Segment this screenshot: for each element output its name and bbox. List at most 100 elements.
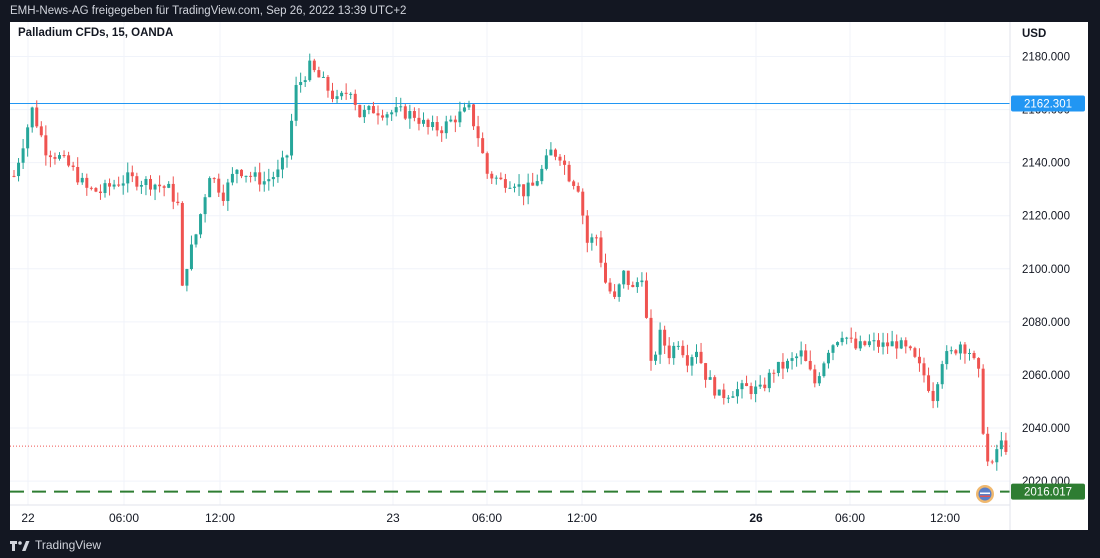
candle (481, 132, 485, 154)
candle (294, 76, 298, 127)
candle (776, 361, 780, 377)
tradingview-logo-icon[interactable] (10, 540, 30, 552)
candle (872, 332, 876, 351)
candle (21, 139, 25, 169)
price-axis[interactable]: 2020.0002040.0002060.0002080.0002100.000… (1011, 52, 1085, 500)
candlestick-chart[interactable]: 2020.0002040.0002060.0002080.0002100.000… (10, 22, 1088, 530)
candle (622, 269, 626, 289)
candles (12, 53, 1008, 471)
candle (563, 154, 567, 175)
candle (790, 352, 794, 370)
candle (722, 383, 726, 405)
candle (376, 105, 380, 125)
candle (358, 104, 362, 118)
candle (836, 341, 840, 347)
candle (422, 112, 425, 127)
price-level-badge[interactable]: 2162.301 (1011, 95, 1085, 112)
candle (412, 107, 416, 122)
candle (135, 172, 139, 191)
candle (945, 345, 949, 370)
candle (590, 233, 594, 251)
candle (740, 379, 744, 399)
candle (162, 184, 166, 197)
candle (390, 109, 394, 121)
candle (144, 176, 148, 196)
candle (535, 174, 539, 187)
candle (303, 76, 307, 87)
time-tick-label: 12:00 (930, 511, 960, 525)
candle (290, 113, 294, 160)
candle (786, 358, 789, 373)
candle (362, 105, 366, 124)
time-axis[interactable]: 22 06:00 12:00 23 06:00 12:00 26 06:00 12:00 (21, 511, 960, 525)
candle (467, 100, 471, 111)
candle (244, 175, 248, 183)
svg-text:2162.301: 2162.301 (1024, 98, 1072, 110)
candle (822, 361, 826, 378)
candle (385, 111, 389, 126)
candle (726, 395, 730, 404)
price-level-badge[interactable]: 2016.017 (1011, 483, 1085, 500)
chart-panel[interactable]: 2020.000 2040.000 2060.000 2080.000 2100.000… (10, 22, 1088, 530)
candle (335, 89, 339, 104)
candle (931, 382, 935, 409)
candle (531, 172, 535, 186)
candle (308, 53, 312, 82)
candle (981, 364, 985, 435)
candle (922, 357, 926, 383)
candle (189, 235, 193, 271)
candle (949, 346, 953, 355)
candle (203, 194, 207, 223)
candle (121, 175, 125, 195)
candle (804, 344, 808, 362)
candle (695, 344, 698, 364)
candle (280, 150, 284, 179)
price-tick-label: 2120.000 (1022, 211, 1070, 223)
candle (494, 175, 498, 185)
candle (808, 350, 812, 371)
candle (758, 375, 762, 390)
candle (508, 181, 512, 189)
candle (149, 175, 152, 196)
currency-label: USD (1022, 28, 1046, 40)
candle (908, 345, 912, 351)
candle (171, 176, 175, 210)
time-tick-label: 06:00 (472, 511, 502, 525)
candle (917, 348, 921, 372)
candle (326, 74, 330, 98)
candle (854, 331, 858, 350)
candle (44, 125, 48, 166)
candle (913, 346, 917, 359)
candle (522, 184, 526, 206)
candle (513, 183, 516, 193)
tradingview-brand[interactable]: TradingView (35, 538, 102, 552)
candle (403, 104, 407, 121)
candle (235, 169, 239, 184)
candle (767, 369, 771, 393)
candle (649, 309, 653, 371)
candle (644, 272, 648, 319)
candle (312, 58, 316, 73)
candle (699, 342, 703, 365)
candle (849, 327, 853, 343)
flag-icon[interactable] (976, 485, 994, 503)
candle (704, 362, 708, 388)
candle (85, 173, 89, 196)
candle (540, 164, 544, 185)
candle (613, 284, 617, 300)
candle (731, 391, 735, 399)
candle (185, 268, 189, 292)
candle (845, 336, 849, 345)
candle (631, 281, 635, 288)
candle (927, 367, 931, 393)
candle (663, 325, 667, 354)
candle (581, 188, 585, 225)
candle (371, 101, 375, 114)
candle (212, 177, 216, 183)
candle (158, 175, 162, 193)
candle (58, 152, 61, 161)
symbol-label: Palladium CFDs, 15, OANDA (18, 27, 173, 39)
candle (453, 115, 457, 133)
candle (608, 278, 612, 294)
price-levels (10, 102, 1010, 493)
